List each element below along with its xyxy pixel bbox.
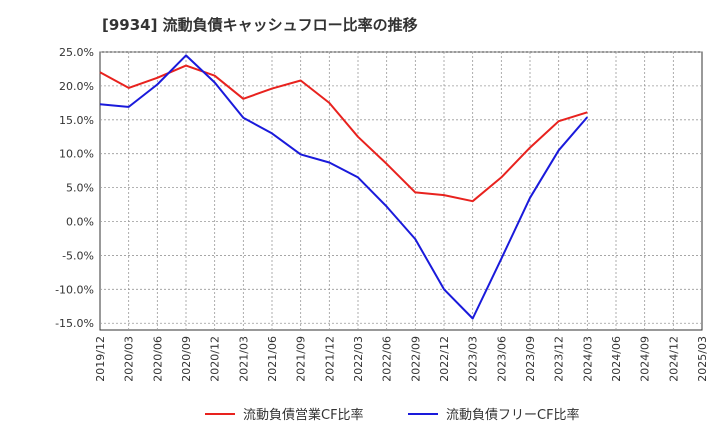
x-tick-label: 2023/03 bbox=[467, 336, 480, 382]
y-tick-label: -10.0% bbox=[55, 283, 94, 296]
x-tick-label: 2022/12 bbox=[438, 336, 451, 382]
legend-label-2: 流動負債フリーCF比率 bbox=[446, 407, 580, 423]
x-tick-label: 2024/12 bbox=[667, 336, 680, 382]
y-tick-label: -5.0% bbox=[62, 249, 94, 262]
x-tick-label: 2020/09 bbox=[180, 336, 193, 382]
x-tick-label: 2020/12 bbox=[209, 336, 222, 382]
x-tick-label: 2021/03 bbox=[237, 336, 250, 382]
y-tick-label: 0.0% bbox=[66, 216, 94, 229]
y-tick-label: 15.0% bbox=[59, 114, 94, 127]
y-tick-label: 5.0% bbox=[66, 182, 94, 195]
x-tick-label: 2021/09 bbox=[295, 336, 308, 382]
x-tick-label: 2022/06 bbox=[381, 336, 394, 382]
x-tick-label: 2023/09 bbox=[524, 336, 537, 382]
legend-layer: 流動負債営業CF比率 流動負債フリーCF比率 bbox=[205, 407, 580, 423]
x-tick-label: 2024/09 bbox=[639, 336, 652, 382]
axis-layer: 25.0% 20.0% 15.0% 10.0% 5.0% 0.0% -5.0% -10.0% -… bbox=[55, 46, 709, 382]
series-line-2 bbox=[99, 54, 589, 320]
y-tick-label: 20.0% bbox=[59, 80, 94, 93]
y-tick-label: 25.0% bbox=[59, 46, 94, 59]
x-tick-label: 2025/03 bbox=[696, 336, 709, 382]
series-layer bbox=[99, 54, 589, 320]
legend-label-1: 流動負債営業CF比率 bbox=[243, 407, 364, 423]
x-tick-label: 2022/03 bbox=[352, 336, 365, 382]
x-tick-label: 2020/06 bbox=[151, 336, 164, 382]
y-tick-label: -15.0% bbox=[55, 317, 94, 330]
x-tick-label: 2023/12 bbox=[553, 336, 566, 382]
series-line-1 bbox=[99, 64, 588, 203]
x-tick-label: 2024/03 bbox=[581, 336, 594, 382]
x-tick-label: 2021/06 bbox=[266, 336, 279, 382]
x-tick-label: 2024/06 bbox=[610, 336, 623, 382]
x-tick-label: 2019/12 bbox=[94, 336, 107, 382]
y-tick-label: 10.0% bbox=[59, 148, 94, 161]
plot-area bbox=[99, 51, 703, 331]
x-tick-label: 2020/03 bbox=[123, 336, 136, 382]
chart-title: [9934] 流動負債キャッシュフロー比率の推移 bbox=[102, 16, 418, 34]
x-tick-label: 2022/09 bbox=[409, 336, 422, 382]
x-tick-label: 2023/06 bbox=[495, 336, 508, 382]
x-tick-label: 2021/12 bbox=[323, 336, 336, 382]
grid-layer bbox=[99, 51, 703, 331]
